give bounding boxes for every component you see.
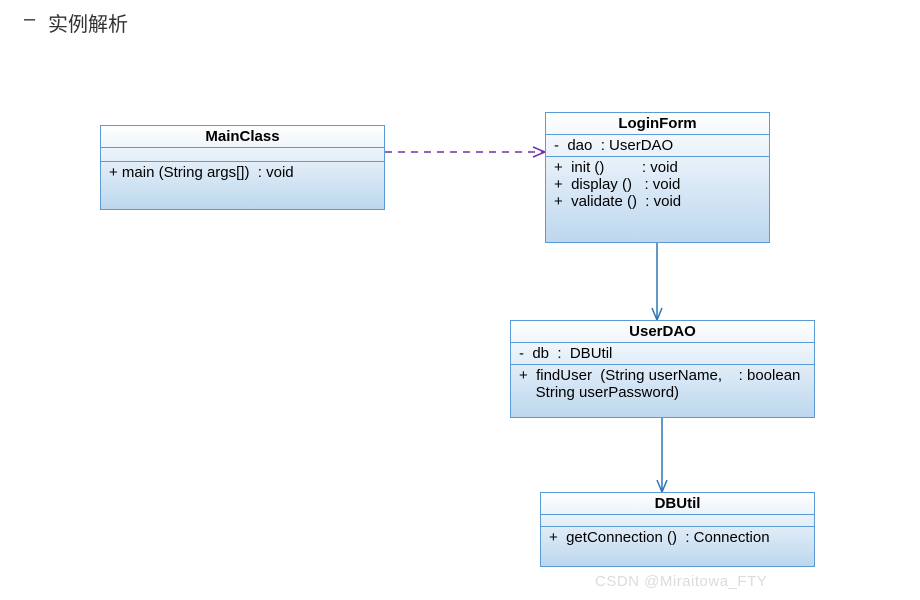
class-title: MainClass [101,126,384,148]
class-dbutil: DBUtil + getConnection () : Connection [540,492,815,567]
class-ops: + init () : void+ display () : void+ val… [546,157,769,212]
op-row: + main (String args[]) : void [109,164,376,181]
class-mainclass: MainClass + main (String args[]) : void [100,125,385,210]
class-ops: + main (String args[]) : void [101,162,384,183]
op-row: + display () : void [554,176,761,193]
heading-dash: – [24,8,35,31]
op-row: String userPassword) [519,384,806,401]
op-row: + validate () : void [554,193,761,210]
class-title: DBUtil [541,493,814,515]
op-row: + findUser (String userName, : boolean [519,367,806,384]
page-title: 实例解析 [48,8,128,37]
class-title: UserDAO [511,321,814,343]
class-ops: + findUser (String userName, : boolean S… [511,365,814,403]
class-attrs: - db : DBUtil [511,343,814,365]
op-row: + getConnection () : Connection [549,529,806,546]
class-loginform: LoginForm - dao : UserDAO + init () : vo… [545,112,770,243]
class-attrs: - dao : UserDAO [546,135,769,157]
attr-row: - db : DBUtil [519,345,806,362]
attr-row: - dao : UserDAO [554,137,761,154]
class-userdao: UserDAO - db : DBUtil + findUser (String… [510,320,815,418]
op-row: + init () : void [554,159,761,176]
class-attrs [541,515,814,527]
watermark: CSDN @Miraitowa_FTY [595,573,767,590]
class-attrs [101,148,384,162]
class-ops: + getConnection () : Connection [541,527,814,548]
class-title: LoginForm [546,113,769,135]
